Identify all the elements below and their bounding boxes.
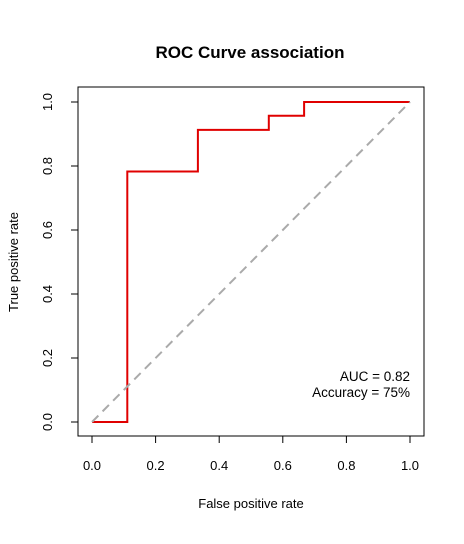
y-tick-label: 0.2 bbox=[40, 349, 55, 367]
x-tick-label: 0.4 bbox=[210, 458, 228, 473]
y-tick-label: 0.8 bbox=[40, 157, 55, 175]
diagonal-reference-line bbox=[91, 101, 411, 423]
y-tick-label: 0.0 bbox=[40, 413, 55, 431]
roc-curve-line bbox=[92, 101, 410, 423]
x-tick-label: 0.8 bbox=[337, 458, 355, 473]
auc-annotation: AUC = 0.82 bbox=[340, 369, 410, 384]
y-tick-label: 0.6 bbox=[40, 221, 55, 239]
accuracy-annotation: Accuracy = 75% bbox=[312, 385, 410, 400]
x-axis-title: False positive rate bbox=[198, 496, 304, 511]
y-tick-label: 0.4 bbox=[40, 285, 55, 303]
chart-title: ROC Curve association bbox=[156, 43, 345, 62]
x-tick-label: 0.6 bbox=[274, 458, 292, 473]
y-axis-title: True positive rate bbox=[6, 212, 21, 312]
x-tick-label: 0.2 bbox=[147, 458, 165, 473]
y-tick-label: 1.0 bbox=[40, 93, 55, 111]
x-tick-label: 1.0 bbox=[401, 458, 419, 473]
plot-frame bbox=[77, 86, 425, 437]
x-tick-label: 0.0 bbox=[83, 458, 101, 473]
